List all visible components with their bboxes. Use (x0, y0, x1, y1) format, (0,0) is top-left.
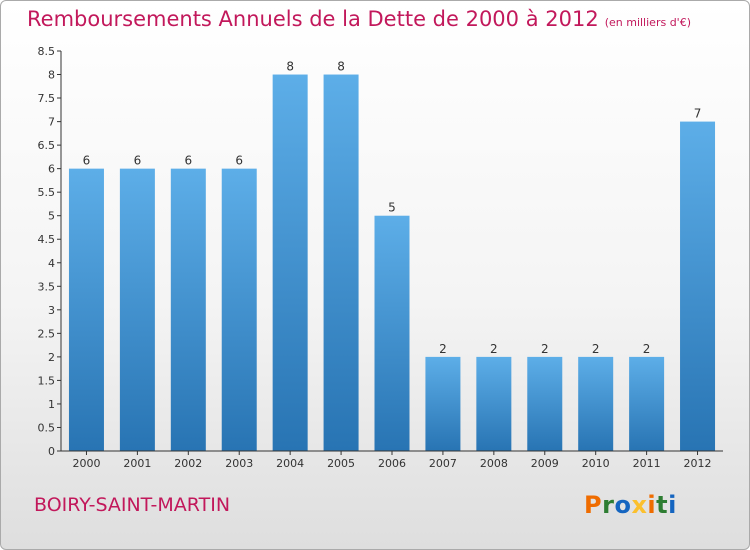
x-tick-label: 2009 (531, 457, 559, 470)
data-label-2007: 2 (439, 342, 447, 356)
bar-2000 (68, 168, 104, 451)
x-tick-label: 2003 (225, 457, 253, 470)
y-tick-label: 8.5 (38, 45, 56, 58)
y-axis: 0 0.5 1 1.5 2 2.5 3 3.5 4 4.5 5 5.5 6 6.5 7 7.5 8 8.5 (38, 45, 62, 458)
y-tick-label: 5.5 (38, 186, 56, 199)
data-label-2003: 6 (235, 154, 243, 168)
y-tick-label: 3.5 (38, 280, 56, 293)
logo-letter: o (614, 491, 632, 519)
y-tick-label: 1.5 (38, 374, 56, 387)
logo-letter: r (602, 491, 615, 519)
data-label-2009: 2 (541, 342, 549, 356)
y-tick-label: 5 (48, 210, 55, 223)
x-tick-label: 2006 (378, 457, 406, 470)
logo-letter: t (656, 491, 669, 519)
bar-2004 (272, 74, 308, 451)
x-tick-label: 2000 (72, 457, 100, 470)
bar-2002 (170, 168, 206, 451)
data-label-2002: 6 (184, 154, 192, 168)
logo-letter: x (631, 491, 648, 519)
x-tick-label: 2012 (684, 457, 712, 470)
bar-2011 (629, 356, 665, 451)
data-label-2008: 2 (490, 342, 498, 356)
data-label-2001: 6 (134, 154, 142, 168)
bars: 6 6 6 6 8 8 5 2 2 2 2 2 7 (68, 60, 716, 452)
commune-name: BOIRY-SAINT-MARTIN (34, 494, 231, 516)
x-tick-label: 2004 (276, 457, 304, 470)
bar-2007 (425, 356, 461, 451)
x-tick-label: 2010 (582, 457, 610, 470)
y-tick-label: 6.5 (38, 139, 56, 152)
data-label-2010: 2 (592, 342, 600, 356)
y-tick-label: 4 (48, 257, 55, 270)
data-label-2004: 8 (286, 60, 294, 74)
bar-2010 (578, 356, 614, 451)
x-tick-label: 2001 (123, 457, 151, 470)
y-tick-label: 0.5 (38, 421, 56, 434)
bar-2009 (527, 356, 563, 451)
y-tick-label: 8 (48, 69, 55, 82)
y-tick-label: 7 (48, 116, 55, 129)
y-tick-label: 0 (48, 445, 55, 458)
y-tick-label: 2.5 (38, 327, 56, 340)
y-tick-label: 3 (48, 304, 55, 317)
data-label-2011: 2 (643, 342, 651, 356)
x-tick-label: 2007 (429, 457, 457, 470)
bar-2003 (221, 168, 257, 451)
x-tick-label: 2011 (633, 457, 661, 470)
chart-title-text: Remboursements Annuels de la Dette de 20… (27, 7, 599, 31)
logo-letter: P (584, 491, 603, 519)
logo-letter: i (647, 491, 657, 519)
chart-title: Remboursements Annuels de la Dette de 20… (27, 7, 691, 31)
x-tick-label: 2005 (327, 457, 355, 470)
x-axis: 2000 2001 2002 2003 2004 2005 2006 2007 2008 2009… (61, 450, 723, 470)
x-tick-label: 2008 (480, 457, 508, 470)
y-tick-label: 2 (48, 351, 55, 364)
data-label-2005: 8 (337, 60, 345, 74)
y-tick-label: 4.5 (38, 233, 56, 246)
y-tick-label: 1 (48, 398, 55, 411)
proxiti-logo[interactable]: Proxiti (584, 491, 677, 519)
bar-2008 (476, 356, 512, 451)
logo-letter: i (668, 491, 677, 519)
bar-2012 (680, 121, 716, 452)
x-tick-label: 2002 (174, 457, 202, 470)
data-label-2000: 6 (83, 154, 91, 168)
y-tick-label: 7.5 (38, 92, 56, 105)
chart-unit: (en milliers d'€) (604, 16, 691, 29)
bar-2005 (323, 74, 359, 451)
y-tick-label: 6 (48, 163, 55, 176)
data-label-2012: 7 (694, 107, 702, 121)
data-label-2006: 5 (388, 201, 396, 215)
bar-2001 (119, 168, 155, 451)
bar-2006 (374, 215, 410, 451)
